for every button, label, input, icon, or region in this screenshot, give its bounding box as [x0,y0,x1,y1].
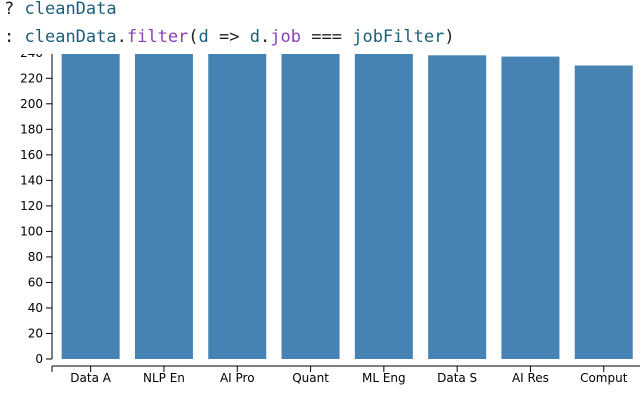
y-tick-label: 80 [28,250,43,264]
code-compare-var: jobFilter [352,27,445,47]
x-tick-label: Quant [292,371,329,385]
y-axis: 020406080100120140160180200220240 [20,40,53,366]
y-tick-label: 60 [28,275,43,289]
y-tick-label: 180 [20,122,43,136]
bar[interactable] [501,56,560,359]
code-property: job [270,27,301,47]
x-tick-label: Data S [437,371,477,385]
x-tick-label: Comput [580,371,628,385]
y-tick-label: 160 [20,148,43,162]
code-paren-close: ) [444,27,455,47]
bar[interactable] [208,42,267,359]
y-tick-label: 120 [20,199,43,213]
code-operator: === [311,27,342,47]
code-dot: . [116,27,127,47]
y-tick-label: 220 [20,71,43,85]
y-tick-label: 200 [20,97,43,111]
code-param-ref: d [249,27,261,47]
bar[interactable] [281,42,340,359]
code-line-2: : cleanData.filter(d => d.job === jobFil… [4,24,455,50]
code-arrow: => [219,27,240,47]
bars [61,42,633,360]
code-expr: cleanData [24,0,117,19]
y-tick-label: 20 [28,326,43,340]
code-paren-open: ( [188,27,199,47]
bar[interactable] [574,65,633,360]
x-tick-label: AI Res [512,371,549,385]
bar[interactable] [61,42,120,359]
x-tick-label: NLP En [143,371,185,385]
x-tick-label: Data A [70,371,111,385]
bar[interactable] [354,42,413,359]
bar[interactable] [428,55,487,359]
code-method: filter [126,27,189,47]
x-axis: Data A NLP En AI Pro Quant ML Eng Data S AI Re… [51,365,640,385]
code-param: d [198,27,209,47]
code-cell[interactable]: ? cleanData : cleanData.filter(d => d.jo… [0,0,640,54]
y-tick-label: 40 [28,301,43,315]
code-line-1: ? cleanData [4,0,117,22]
x-tick-label: ML Eng [362,371,406,385]
code-prefix: : [4,27,15,47]
code-object: cleanData [24,27,117,47]
code-dot: . [260,27,271,47]
code-prefix: ? [4,0,15,19]
y-tick-label: 0 [35,352,43,366]
y-tick-label: 100 [20,224,43,238]
y-tick-label: 140 [20,173,43,187]
bar[interactable] [134,42,193,359]
x-tick-label: AI Pro [220,371,255,385]
